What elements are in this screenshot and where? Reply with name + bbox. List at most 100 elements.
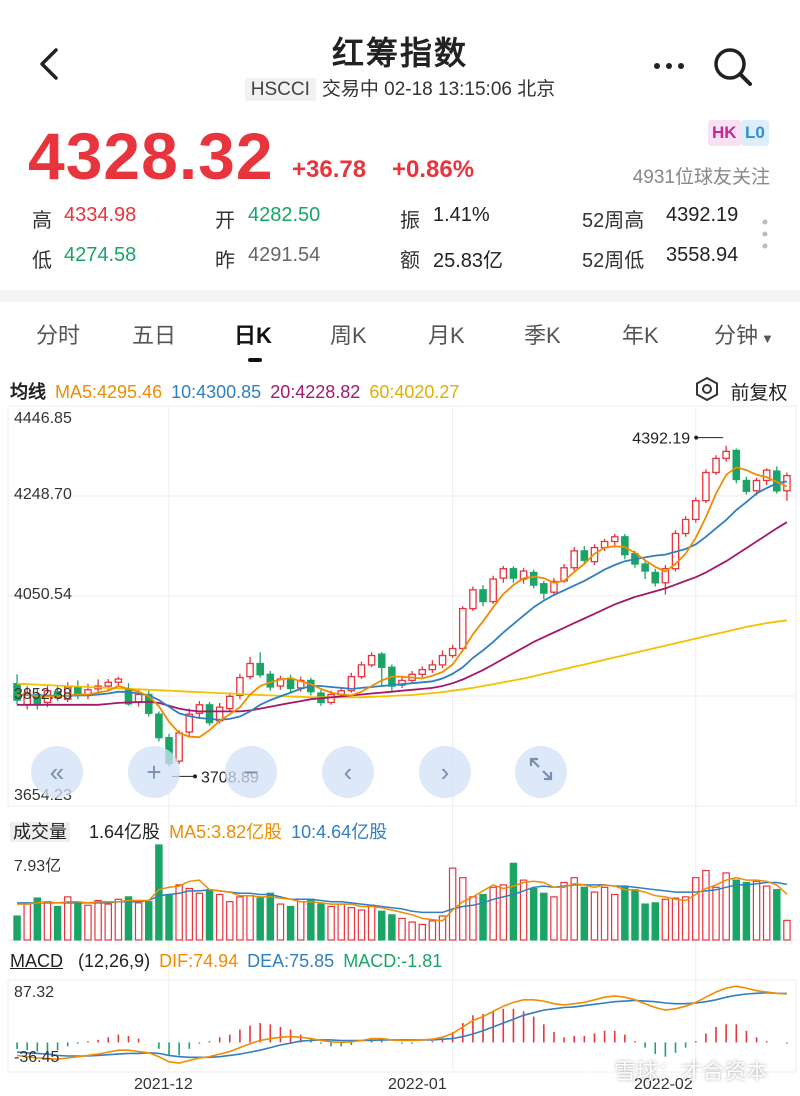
macd-hist: MACD:-1.81: [343, 951, 443, 971]
candle-body: [651, 571, 660, 584]
price-change: +36.78: [292, 156, 367, 183]
volume-bar: [671, 897, 680, 941]
macd-legend: MACD (12,26,9) DIF:74.94 DEA:75.85 MACD:…: [10, 951, 442, 972]
candle-body: [226, 695, 234, 710]
volume-bar: [246, 895, 254, 941]
price-tick-label: 4248.70: [14, 486, 72, 503]
volume-bar: [327, 905, 335, 941]
stat-label: 高: [32, 210, 52, 232]
scroll-left-fast-button[interactable]: «: [31, 746, 83, 798]
tab-1[interactable]: 五日: [132, 323, 177, 348]
volume-bar: [479, 893, 487, 941]
more-stats-icon[interactable]: [760, 218, 770, 254]
stat-label: 开: [215, 210, 235, 232]
volume-bar: [600, 886, 609, 941]
candle-body: [540, 583, 548, 594]
stat-label: 昨: [215, 250, 235, 272]
candle-body: [438, 654, 447, 666]
volume-bar: [286, 905, 295, 941]
stat-value: 4274.58: [64, 244, 137, 266]
stat-label: 52周低: [582, 250, 645, 272]
stat-value: 4282.50: [248, 204, 321, 226]
tab-7[interactable]: 分钟 ▼: [714, 323, 774, 348]
search-icon[interactable]: [710, 44, 754, 88]
scroll-right-button[interactable]: ›: [419, 746, 471, 798]
candle-body: [114, 678, 123, 683]
tab-4[interactable]: 月K: [428, 323, 465, 348]
chevron-right-icon: ›: [440, 756, 450, 787]
volume-ma10: 10:4.64亿股: [291, 822, 388, 842]
volume-bar: [53, 905, 62, 941]
candle-body: [33, 693, 42, 705]
candle-body: [712, 457, 720, 474]
volume-bar: [570, 877, 578, 941]
stat-value: 3558.94: [666, 244, 739, 266]
volume-bar: [307, 898, 315, 941]
back-icon[interactable]: [32, 44, 68, 84]
volume-bar: [580, 886, 589, 941]
volume-bar: [712, 886, 720, 941]
zoom-in-button[interactable]: +: [128, 746, 180, 798]
stat-value: 25.83亿: [433, 250, 504, 272]
candle-body: [256, 662, 264, 676]
candle-body: [205, 704, 214, 724]
volume-bar: [145, 901, 153, 941]
tab-3[interactable]: 周K: [330, 323, 367, 348]
kline-chart[interactable]: 4392.193708.89: [0, 400, 800, 1096]
volume-bar: [499, 884, 508, 941]
candle-body: [458, 607, 467, 650]
ma60-value: 60:4020.27: [369, 382, 460, 402]
price-panel-frame: [7, 405, 797, 807]
volume-bar: [742, 881, 751, 941]
volume-bar: [347, 907, 356, 941]
volume-bar: [509, 862, 518, 941]
volume-bar: [702, 869, 710, 941]
volume-bar: [560, 881, 568, 941]
tab-6[interactable]: 年K: [622, 323, 659, 348]
volume-bar: [448, 867, 457, 941]
volume-bar: [23, 903, 31, 941]
volume-bar: [438, 915, 447, 941]
candle-body: [266, 673, 275, 688]
tab-2[interactable]: 日K: [234, 323, 272, 348]
candle-body: [742, 479, 751, 492]
header-subtitle: HSCCI 交易中 02-18 13:15:06 北京: [0, 74, 800, 101]
tab-0[interactable]: 分时: [36, 323, 81, 348]
candle-body: [448, 647, 457, 657]
volume-bar: [519, 879, 528, 941]
ma20-line: [17, 521, 788, 713]
candle-body: [367, 654, 376, 666]
zoom-out-button[interactable]: −: [225, 746, 277, 798]
l0-badge: L0: [741, 120, 769, 146]
volume-bar: [773, 889, 781, 941]
volume-bar: [175, 884, 183, 941]
volume-bar: [276, 903, 285, 941]
active-tab-indicator: [248, 358, 262, 362]
macd-axis-top: 87.32: [14, 984, 55, 1001]
more-icon[interactable]: [650, 56, 690, 76]
stat-value: 4392.19: [666, 204, 739, 226]
volume-bar: [195, 892, 204, 941]
plus-icon: +: [146, 756, 162, 787]
hk-badge: HK: [708, 120, 741, 146]
volume-bar: [236, 896, 244, 941]
scroll-left-button[interactable]: ‹: [322, 746, 374, 798]
volume-bar: [94, 899, 102, 941]
volume-bar: [681, 896, 690, 941]
followers-count[interactable]: 4931位球友关注: [632, 167, 770, 188]
trading-status: 交易中 02-18 13:15:06 北京: [321, 79, 556, 100]
volume-bar: [469, 896, 477, 941]
volume-bar: [408, 921, 416, 941]
tab-5[interactable]: 季K: [524, 323, 561, 348]
volume-bar: [722, 872, 730, 941]
volume-axis-top: 7.93亿: [14, 858, 62, 875]
current-price: 4328.32: [28, 119, 274, 193]
candle-body: [63, 686, 72, 700]
macd-label[interactable]: MACD: [10, 951, 63, 971]
date-tick-label: 2022-02: [634, 1076, 693, 1093]
watermark: 雪球：才合资本: [584, 1054, 768, 1087]
adjust-toggle[interactable]: 前复权: [694, 376, 787, 407]
macd-dea: DEA:75.85: [247, 951, 335, 971]
volume-label[interactable]: 成交量: [10, 822, 70, 842]
fullscreen-button[interactable]: [515, 746, 567, 798]
